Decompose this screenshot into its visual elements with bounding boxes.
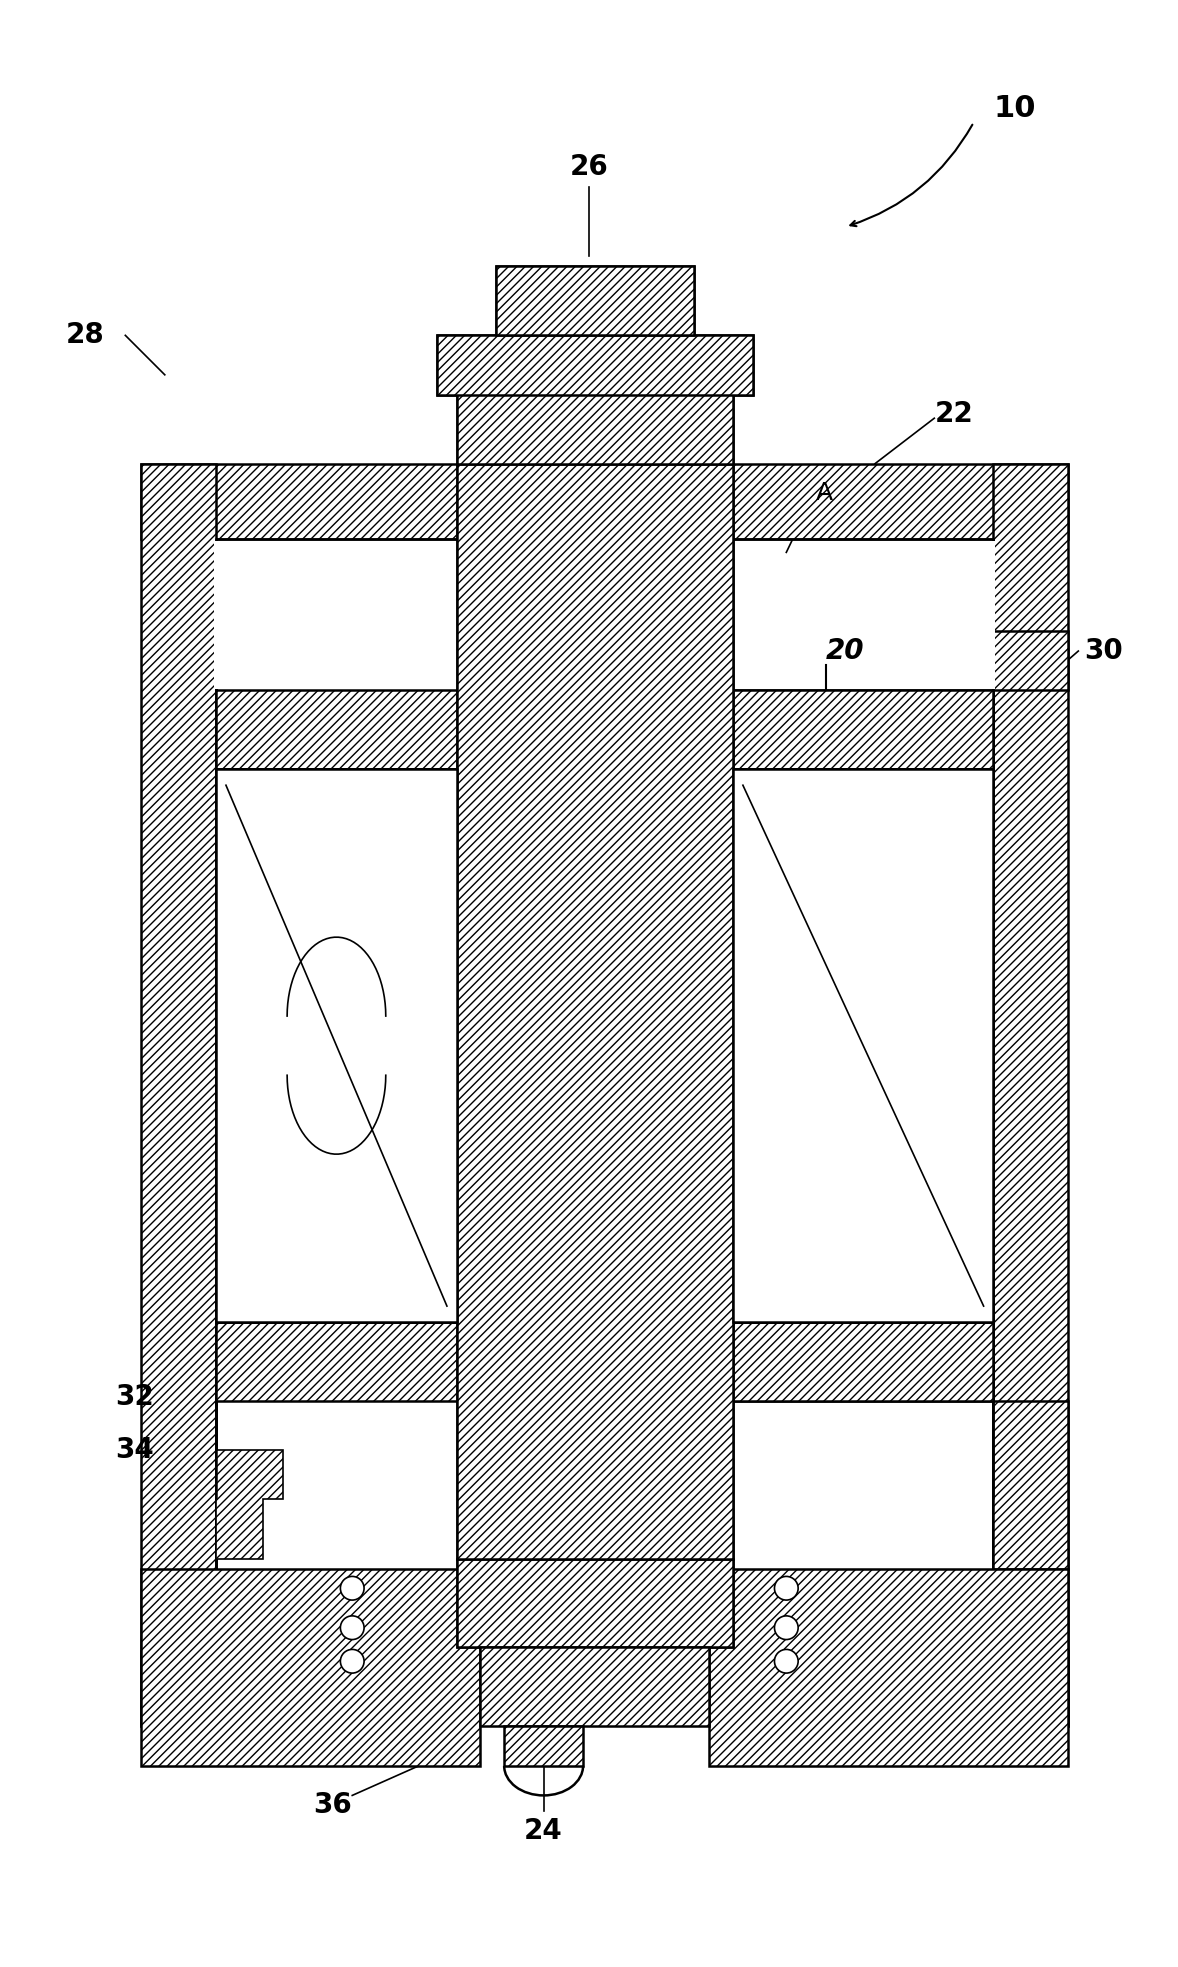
Polygon shape [457,976,733,997]
Bar [216,539,993,1652]
Polygon shape [141,1652,398,1727]
Polygon shape [141,464,216,1727]
Circle shape [774,1576,799,1599]
Polygon shape [457,464,733,1558]
Polygon shape [496,266,694,334]
Bar [214,541,218,688]
Text: 28: 28 [66,321,105,350]
Polygon shape [504,1727,583,1766]
Text: 36: 36 [313,1792,351,1819]
Circle shape [340,1615,364,1640]
Polygon shape [216,1322,457,1401]
Text: 20: 20 [826,637,865,665]
Bar [216,769,457,1322]
Bar [216,769,457,1322]
Polygon shape [457,376,733,464]
Text: 26: 26 [570,153,608,181]
Bar [992,541,995,688]
Bar [733,769,993,1322]
Polygon shape [141,464,1068,539]
Text: 24: 24 [524,1818,563,1845]
Polygon shape [812,1652,1068,1727]
Polygon shape [437,334,753,395]
Polygon shape [457,376,733,464]
Circle shape [774,1650,799,1674]
Text: 34: 34 [115,1436,154,1463]
Circle shape [774,1615,799,1640]
Text: A: A [816,482,833,506]
Polygon shape [216,690,457,769]
Bar [733,769,993,1322]
Polygon shape [457,1558,733,1648]
Polygon shape [733,1322,993,1401]
Text: 30: 30 [1084,637,1123,665]
Text: 10: 10 [993,94,1035,124]
Polygon shape [993,464,1068,1727]
Polygon shape [437,334,753,395]
Bar [733,769,993,1322]
Polygon shape [457,907,733,987]
Text: 32: 32 [115,1383,154,1410]
Polygon shape [496,266,694,334]
Circle shape [340,1650,364,1674]
Polygon shape [733,690,993,1401]
Polygon shape [457,464,733,1648]
Polygon shape [216,1450,283,1558]
Polygon shape [993,631,1068,690]
Bar [216,769,457,1322]
Polygon shape [141,1568,481,1766]
Polygon shape [481,1648,709,1727]
Text: 22: 22 [934,399,973,429]
Polygon shape [733,690,993,769]
Polygon shape [709,1568,1068,1766]
Polygon shape [993,1401,1068,1568]
Polygon shape [457,987,733,1046]
Circle shape [340,1576,364,1599]
